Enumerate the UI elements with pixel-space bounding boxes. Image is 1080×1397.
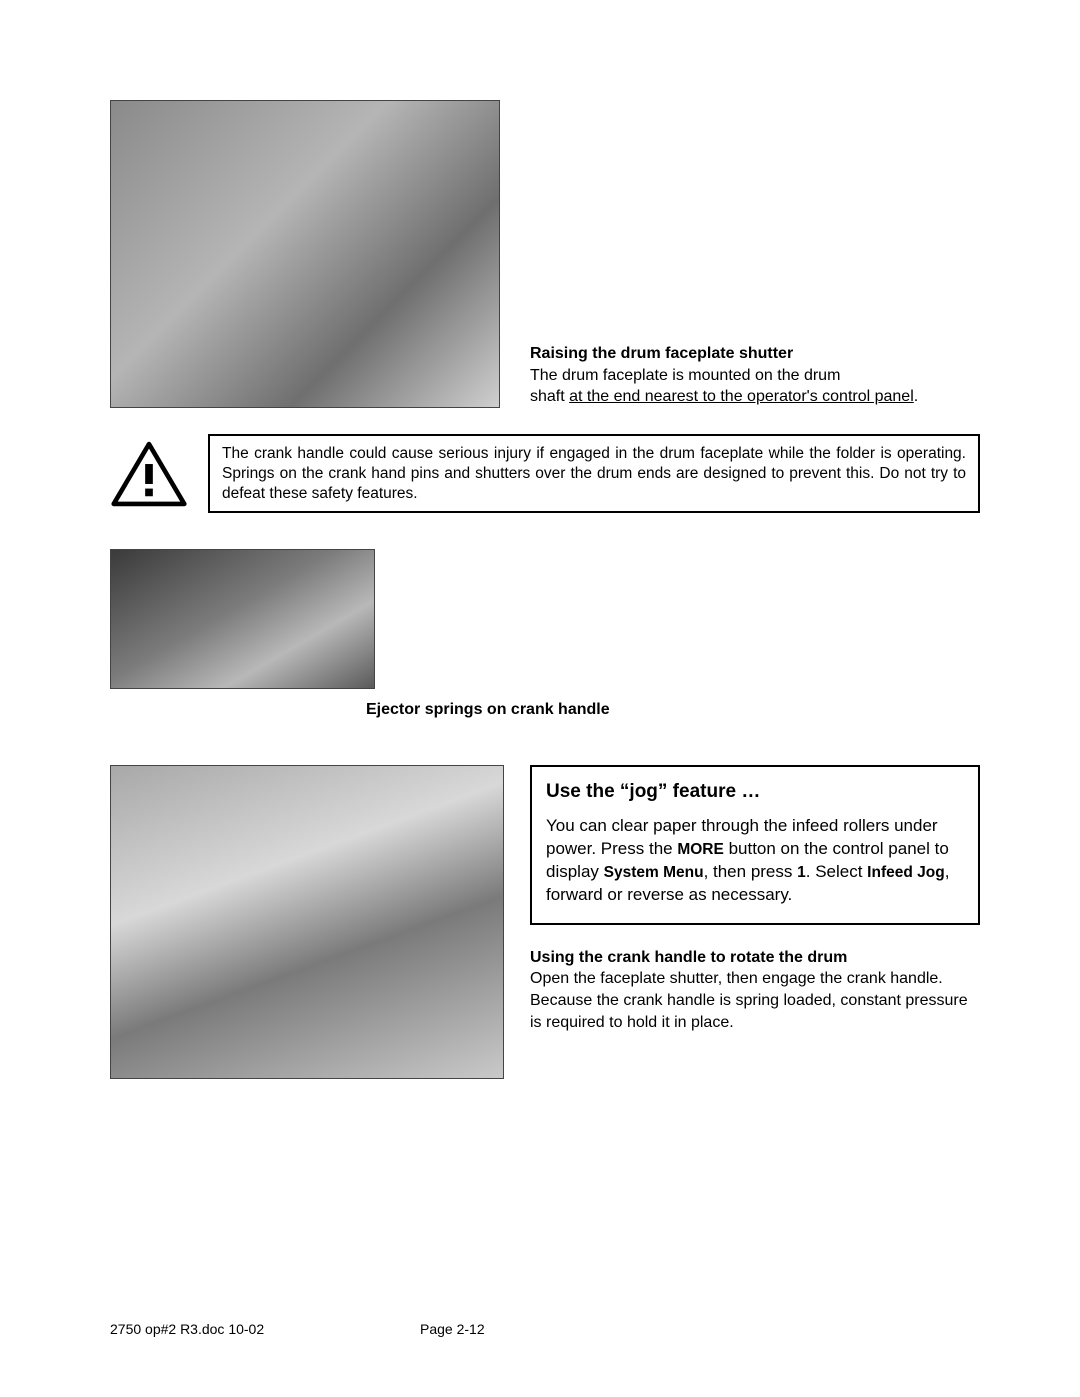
caption-ejector-springs: Ejector springs on crank handle xyxy=(366,701,980,719)
caption-crank-handle: Using the crank handle to rotate the dru… xyxy=(530,947,980,1033)
caption-body-line2: shaft at the end nearest to the operator… xyxy=(530,386,980,408)
jog-t3: , then press xyxy=(704,862,798,881)
caption-title-1: Raising the drum faceplate shutter xyxy=(530,343,980,365)
footer-page-number: Page 2-12 xyxy=(420,1321,485,1337)
section-crank-handle: Use the “jog” feature … You can clear pa… xyxy=(110,765,980,1079)
jog-infeedjog: Infeed Jog xyxy=(867,864,945,881)
jog-title: Use the “jog” feature … xyxy=(546,779,964,805)
jog-sysmenu: System Menu xyxy=(604,864,704,881)
caption-underlined: at the end nearest to the operator's con… xyxy=(569,388,914,405)
jog-body: You can clear paper through the infeed r… xyxy=(546,815,964,907)
jog-more: MORE xyxy=(677,841,724,858)
caption-pre-underline: shaft xyxy=(530,388,569,405)
footer-filename: 2750 op#2 R3.doc 10-02 xyxy=(110,1321,420,1337)
page-footer: 2750 op#2 R3.doc 10-02 Page 2-12 xyxy=(110,1321,980,1337)
caption-body-3: Open the faceplate shutter, then engage … xyxy=(530,968,980,1033)
photo-crank-handle xyxy=(110,765,504,1079)
photo-raising-shutter xyxy=(110,100,500,408)
section-ejector-springs: Ejector springs on crank handle xyxy=(110,549,980,719)
caption-raising-shutter: Raising the drum faceplate shutter The d… xyxy=(530,343,980,408)
jog-one: 1 xyxy=(797,864,806,881)
right-column: Use the “jog” feature … You can clear pa… xyxy=(530,765,980,1033)
warning-text-box: The crank handle could cause serious inj… xyxy=(208,434,980,513)
caption-title-3: Using the crank handle to rotate the dru… xyxy=(530,947,980,969)
warning-row: The crank handle could cause serious inj… xyxy=(110,434,980,513)
caption-body-line1: The drum faceplate is mounted on the dru… xyxy=(530,365,980,387)
caption-post-underline: . xyxy=(914,388,918,405)
section-raising-shutter: Raising the drum faceplate shutter The d… xyxy=(110,100,980,408)
jog-t4: . Select xyxy=(806,862,867,881)
warning-triangle-icon xyxy=(110,441,188,507)
jog-feature-box: Use the “jog” feature … You can clear pa… xyxy=(530,765,980,924)
photo-ejector-springs xyxy=(110,549,375,689)
